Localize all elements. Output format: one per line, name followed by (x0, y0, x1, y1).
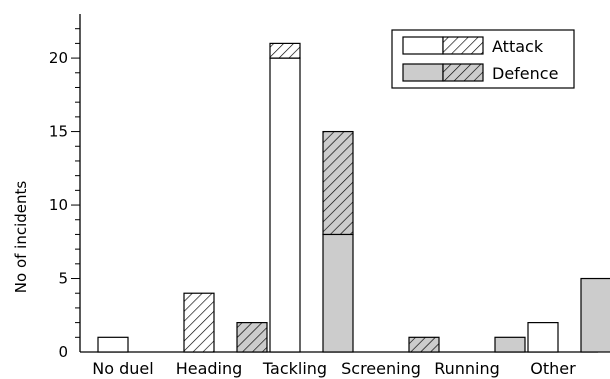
bar-no-duel-attack-plain (97, 336, 129, 353)
y-tick-label: 0 (58, 343, 68, 361)
category-label: Running (434, 359, 500, 378)
legend-label-defence: Defence (492, 64, 558, 83)
bar-tackling-defence-plain (322, 233, 354, 353)
category-label: Tackling (262, 359, 327, 378)
bar-heading-defence-hatched (236, 322, 268, 353)
legend-defence-hatched-swatch (442, 63, 484, 82)
legend-label-attack: Attack (492, 37, 544, 56)
bar-screening-defence-hatched (408, 336, 440, 353)
category-label: Screening (341, 359, 421, 378)
bar-other-attack-plain (527, 322, 559, 353)
bar-running-defence-plain (494, 336, 526, 353)
category-labels: No duel Heading Tackling Screening Running Ot… (92, 359, 576, 378)
legend-attack-hatched-swatch (442, 36, 484, 55)
bar-tackling-attack-plain (269, 57, 301, 353)
bar-other-defence-plain (580, 277, 610, 353)
y-axis-title: No of incidents (12, 181, 30, 294)
category-label: No duel (92, 359, 153, 378)
legend-defence-plain-swatch (402, 63, 444, 82)
bars (97, 42, 610, 353)
legend-attack-plain-swatch (402, 36, 444, 55)
category-label: Other (530, 359, 576, 378)
bar-tackling-defence-hatched (322, 130, 354, 236)
bar-tackling-attack-hatched (269, 42, 301, 59)
y-tick-label: 10 (49, 196, 68, 214)
legend: Attack Defence (391, 29, 575, 89)
category-label: Heading (176, 359, 243, 378)
y-tick-label: 15 (49, 123, 68, 141)
bar-heading-attack-hatched (183, 292, 215, 353)
y-tick-label: 20 (49, 49, 68, 67)
axes: 0 5 10 15 20 (49, 14, 598, 361)
y-tick-label: 5 (58, 270, 68, 288)
